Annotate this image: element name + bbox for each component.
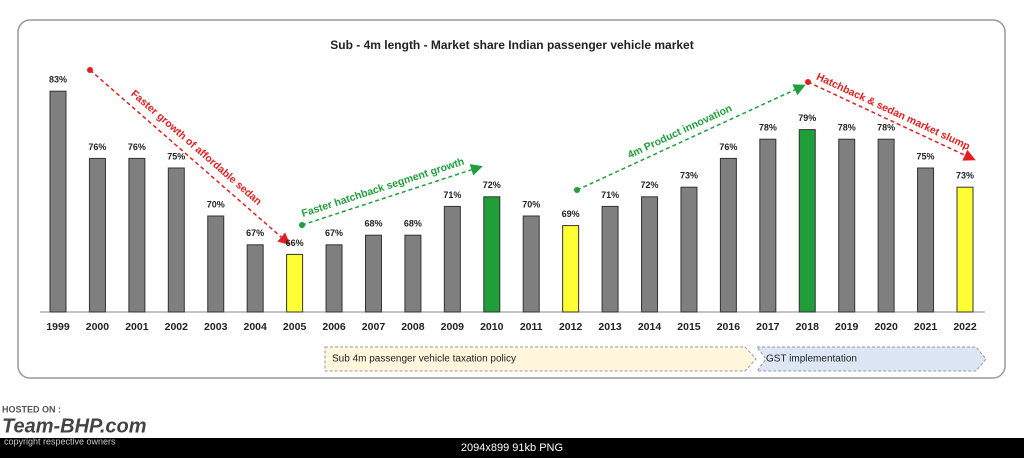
x-tick-label: 2004 <box>243 321 267 333</box>
bar <box>364 234 382 313</box>
arrow <box>807 81 976 161</box>
copyright: copyright respective owners <box>4 436 116 446</box>
x-tick-label: 2013 <box>598 321 622 333</box>
arrow-dot <box>574 187 580 193</box>
bar <box>167 167 185 313</box>
value-label: 73% <box>956 171 974 181</box>
value-label: 78% <box>877 123 895 133</box>
x-tick-label: 2015 <box>677 321 701 333</box>
x-tick-label: 2009 <box>441 321 465 333</box>
x-tick-label: 2008 <box>401 321 425 333</box>
bar <box>719 157 737 313</box>
value-label: 75% <box>917 151 935 161</box>
value-label: 71% <box>601 190 619 200</box>
bar <box>128 157 146 313</box>
bar <box>641 196 659 313</box>
bar <box>325 244 343 313</box>
value-label: 76% <box>88 142 106 152</box>
x-tick-label: 2014 <box>638 321 662 333</box>
bar <box>680 186 698 313</box>
arrow-dot <box>87 67 93 73</box>
bar <box>798 129 816 313</box>
x-tick-label: 2010 <box>480 321 504 333</box>
value-label: 71% <box>443 190 461 200</box>
bar <box>917 167 935 313</box>
value-label: 76% <box>128 142 146 152</box>
bar <box>286 253 304 313</box>
value-label: 76% <box>719 142 737 152</box>
arrow-dot <box>805 79 811 85</box>
bar <box>838 138 856 313</box>
value-label: 83% <box>49 75 67 85</box>
x-tick-label: 2011 <box>520 321 543 333</box>
bar <box>443 205 461 313</box>
x-tick-label: 2020 <box>874 321 898 333</box>
value-label: 72% <box>483 180 501 190</box>
period-banner <box>324 346 757 372</box>
bar <box>601 205 619 313</box>
x-tick-label: 2003 <box>204 321 228 333</box>
arrow <box>301 164 483 226</box>
value-label: 68% <box>404 219 422 229</box>
value-label: 78% <box>838 123 856 133</box>
bar <box>207 215 225 313</box>
x-tick-label: 2002 <box>165 321 189 333</box>
x-tick-label: 2001 <box>125 321 149 333</box>
x-tick-label: 2012 <box>559 321 583 333</box>
x-tick-label: 1999 <box>46 321 70 333</box>
bar <box>404 234 422 313</box>
x-tick-label: 2017 <box>756 321 780 333</box>
x-tick-label: 2000 <box>86 321 110 333</box>
value-label: 79% <box>798 113 816 123</box>
bar <box>956 186 974 313</box>
x-tick-label: 2016 <box>717 321 741 333</box>
x-tick-label: 2019 <box>835 321 859 333</box>
bar <box>88 157 106 313</box>
value-label: 70% <box>522 199 540 209</box>
value-label: 78% <box>759 123 777 133</box>
period-label: Sub 4m passenger vehicle taxation policy <box>332 354 516 365</box>
site-logo: Team-BHP.com <box>2 415 147 437</box>
value-label: 66% <box>286 238 304 248</box>
bar <box>483 196 501 313</box>
period-banner <box>756 346 987 372</box>
value-label: 73% <box>680 171 698 181</box>
bar <box>49 90 67 313</box>
bar <box>759 138 777 313</box>
x-tick-label: 2006 <box>322 321 346 333</box>
bar <box>562 225 580 313</box>
arrow <box>89 69 291 245</box>
x-tick-label: 2005 <box>283 321 307 333</box>
x-tick-label: 2021 <box>914 321 938 333</box>
value-label: 70% <box>207 199 225 209</box>
value-label: 69% <box>562 209 580 219</box>
period-label: GST implementation <box>766 354 857 365</box>
image-info: 2094x899 91kb PNG <box>461 442 563 454</box>
value-label: 75% <box>167 151 185 161</box>
info-bar <box>0 438 1024 458</box>
bar <box>877 138 895 313</box>
x-tick-label: 2018 <box>796 321 820 333</box>
chart-title: Sub - 4m length - Market share Indian pa… <box>330 38 693 52</box>
arrow-dot <box>299 222 305 228</box>
bar <box>246 244 264 313</box>
x-tick-label: 2007 <box>362 321 386 333</box>
value-label: 72% <box>641 180 659 190</box>
chart-frame <box>17 19 1006 379</box>
value-label: 67% <box>325 228 343 238</box>
x-tick-label: 2022 <box>953 321 977 333</box>
value-label: 67% <box>246 228 264 238</box>
hosted-label: HOSTED ON : <box>2 404 61 414</box>
value-label: 68% <box>364 219 382 229</box>
bar <box>522 215 540 313</box>
